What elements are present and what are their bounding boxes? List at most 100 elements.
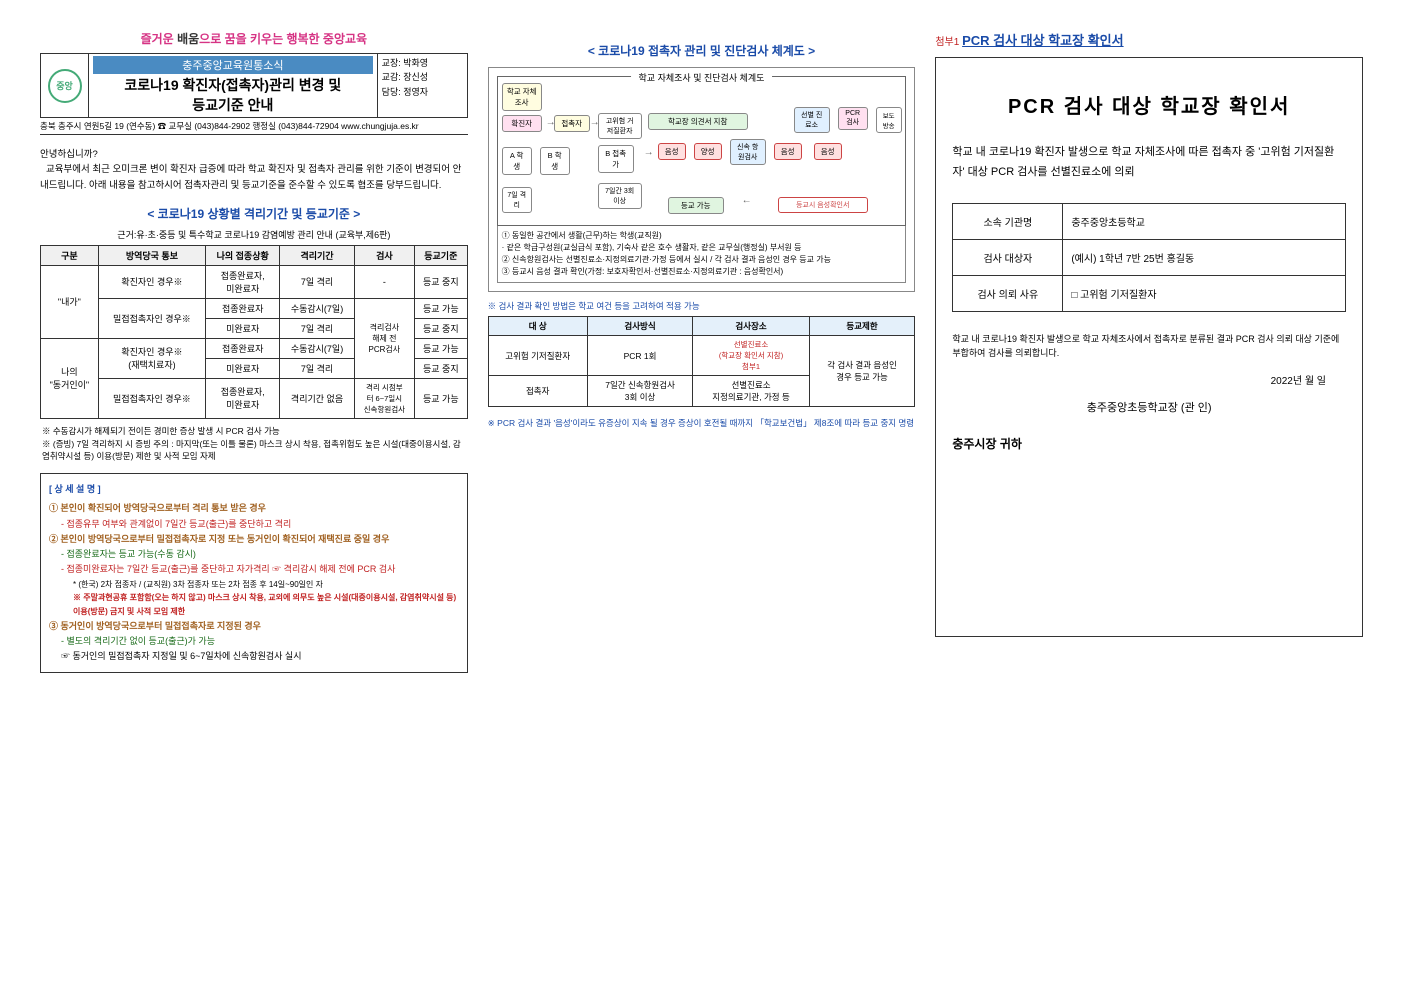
table-row: 밀접접촉자인 경우※ 접종완료자 수동감시(7일) 격리검사 해제 전 PCR검… (41, 298, 468, 318)
table-row: 고위험 기저질환자 PCR 1회 선별진료소 (학교장 확인서 지참) 첨부1 … (488, 336, 915, 376)
staff-2: 교감: 장신성 (382, 70, 463, 84)
note-2: ※ (증빙) 7일 격리하지 시 증빙 주의 : 마지막(또는 이틀 물론) 마… (42, 438, 466, 464)
form-date: 2022년 월 일 (952, 372, 1346, 387)
th: 대 상 (488, 317, 587, 336)
diagram-title: 학교 자체조사 및 진단검사 체계도 (631, 71, 773, 84)
cell: 수동감시(7일) (280, 338, 354, 358)
table-row: 밀접접촉자인 경우※ 접종완료자, 미완료자 격리기간 없음 격리 시점부 터 … (41, 378, 468, 418)
form-value: (예시) 1학년 7반 25번 홍길동 (1063, 239, 1346, 275)
form-box: PCR 검사 대상 학교장 확인서 학교 내 코로나19 확진자 발생으로 학교… (935, 57, 1363, 637)
form-label: 소속 기관명 (953, 203, 1063, 239)
form-label: 검사 의뢰 사유 (953, 275, 1063, 311)
cell: 접종완료자, 미완료자 (206, 378, 280, 418)
dn4: ③ 등교시 음성 결과 확인(가정: 보호자확인서·선별진료소·지정의료기관 :… (502, 266, 902, 278)
detail-box: [ 상 세 설 명 ] ① 본인이 확진되어 방역당국으로부터 격리 통보 받은… (40, 473, 468, 673)
test-table: 대 상 검사방식 검사장소 등교제한 고위험 기저질환자 PCR 1회 선별진료… (488, 316, 916, 407)
node: 등교시 음성확인서 (778, 197, 868, 213)
cell: 격리검사 해제 전 PCR검사 (354, 298, 414, 378)
node: B 접촉가 (598, 145, 634, 173)
cell: - (354, 265, 414, 298)
slogan: 즐거운 배움으로 꿈을 키우는 행복한 중앙교육 (40, 30, 468, 47)
cell: 등교 가능 (414, 338, 467, 358)
cell: 접종완료자 (206, 298, 280, 318)
d3-2: ☞ 동거인의 밀접접촉자 지정일 및 6~7일차에 신속항원검사 실시 (49, 649, 459, 664)
cell: 등교 중지 (414, 265, 467, 298)
table-row: 검사 의뢰 사유 □ 고위험 기저질환자 (953, 275, 1346, 311)
cell: 선별진료소 (학교장 확인서 지참) 첨부1 (693, 336, 809, 376)
diagram-notes: ① 동일한 공간에서 생활(근무)하는 학생(교직원) · 같은 학급구성원(교… (497, 226, 907, 283)
section-title-1: < 코로나19 상황별 격리기간 및 등교기준 > (40, 205, 468, 222)
cell: 등교 가능 (414, 298, 467, 318)
th: 검사장소 (693, 317, 809, 336)
cell: 확진자인 경우※ (98, 265, 205, 298)
node: 양성 (694, 143, 722, 160)
arrow-icon: → (546, 117, 556, 128)
attach-label: 첨부1 (935, 37, 959, 48)
header-box: 중앙 충주중앙교육원통소식 코로나19 확진자(접촉자)관리 변경 및등교기준 … (40, 53, 468, 118)
node: 신속 항원검사 (730, 139, 766, 165)
th: 구분 (41, 245, 99, 265)
form-label: 검사 대상자 (953, 239, 1063, 275)
cell: 미완료자 (206, 318, 280, 338)
dn2: · 같은 학급구성원(교실급식 포함), 기숙사 같은 호수 생활자, 같은 교… (502, 242, 902, 254)
detail-title: [ 상 세 설 명 ] (49, 482, 459, 497)
form-recipient: 충주시장 귀하 (952, 435, 1346, 452)
cell: 접촉자 (488, 376, 587, 407)
node: PCR 검사 (838, 107, 868, 130)
dn1: ① 동일한 공간에서 생활(근무)하는 학생(교직원) (502, 230, 902, 242)
dn3: ② 신속항원검사는 선별진료소·지정의료기관·가정 등에서 실시 / 각 검사 … (502, 254, 902, 266)
d1: ① 본인이 확진되어 방역당국으로부터 격리 통보 받은 경우 (49, 501, 459, 516)
cell: 등교 가능 (414, 378, 467, 418)
page-1: 즐거운 배움으로 꿈을 키우는 행복한 중앙교육 중앙 충주중앙교육원통소식 코… (40, 30, 468, 962)
d2-2: - 접종미완료자는 7일간 등교(출근)를 중단하고 자가격리 ☞ 격리감시 해… (49, 562, 459, 577)
table-header-row: 구분 방역당국 통보 나의 접종상황 격리기간 검사 등교기준 (41, 245, 468, 265)
cell: 등교 중지 (414, 318, 467, 338)
cell: 수동감시(7일) (280, 298, 354, 318)
logo-cell: 중앙 (41, 54, 89, 117)
arrow-icon: → (590, 117, 600, 128)
d2-3: * (한국) 2차 접종자 / (교직원) 3차 접종자 또는 2차 접종 후 … (49, 578, 459, 592)
criteria-table: 구분 방역당국 통보 나의 접종상황 격리기간 검사 등교기준 "내가" 확진자… (40, 245, 468, 419)
table-header-row: 대 상 검사방식 검사장소 등교제한 (488, 317, 915, 336)
node: 보도 방송 (876, 107, 902, 133)
cell: 고위험 기저질환자 (488, 336, 587, 376)
header-banner: 충주중앙교육원통소식 (93, 56, 373, 74)
cell: 각 검사 결과 음성인 경우 등교 가능 (809, 336, 915, 407)
cell: 7일간 신속항원검사 3회 이상 (587, 376, 693, 407)
node: 음성 (658, 143, 686, 160)
th: 나의 접종상황 (206, 245, 280, 265)
pcr-footnote: ※ PCR 검사 결과 '음성'이라도 유증상이 지속 될 경우 증상이 호전될… (488, 417, 916, 430)
table-notes: ※ 수동감시가 해제되기 전이든 경미한 증상 발생 시 PCR 검사 가능 ※… (40, 425, 468, 463)
node: 등교 가능 (668, 197, 724, 214)
title-cell: 충주중앙교육원통소식 코로나19 확진자(접촉자)관리 변경 및등교기준 안내 (89, 54, 377, 117)
diagram-box: 학교 자체조사 및 진단검사 체계도 학교 자체조사 확진자 A 학생 B 학생… (488, 67, 916, 292)
d3: ③ 동거인이 방역당국으로부터 밀접접촉자로 지정된 경우 (49, 619, 459, 634)
node: 학교 자체조사 (502, 83, 542, 111)
d2-1: - 접종완료자는 등교 가능(수동 감시) (49, 547, 459, 562)
node: B 학생 (540, 147, 570, 175)
table-row: "내가" 확진자인 경우※ 접종완료자, 미완료자 7일 격리 - 등교 중지 (41, 265, 468, 298)
cell: 나의 "동거인이" (41, 338, 99, 418)
node: 음성 (814, 143, 842, 160)
node: A 학생 (502, 147, 532, 175)
cell: 선별진료소 지정의료기관, 가정 등 (693, 376, 809, 407)
node: 7일간 3회 이상 (598, 183, 642, 209)
form-intro: 학교 내 코로나19 확진자 발생으로 학교 자체조사에 따른 접촉자 중 '고… (952, 143, 1346, 183)
cell: 접종완료자, 미완료자 (206, 265, 280, 298)
greeting: 안녕하십니까? (40, 147, 468, 162)
node: 선별 진료소 (794, 107, 830, 133)
cell: 격리 시점부 터 6~7일시 신속항원검사 (354, 378, 414, 418)
staff-3: 담당: 정영자 (382, 85, 463, 99)
arrow-icon: ← (742, 195, 752, 206)
node: 7일 격리 (502, 187, 532, 213)
th: 격리기간 (280, 245, 354, 265)
form-signature: 충주중앙초등학교장 (관 인) (952, 399, 1346, 415)
page-3: 첨부1 PCR 검사 대상 학교장 확인서 PCR 검사 대상 학교장 확인서 … (935, 30, 1363, 962)
cell: 7일 격리 (280, 265, 354, 298)
cell: 등교 중지 (414, 358, 467, 378)
node: 접촉자 (554, 115, 590, 132)
form-value: □ 고위험 기저질환자 (1063, 275, 1346, 311)
school-logo-icon: 중앙 (48, 69, 82, 103)
cell: 접종완료자 (206, 338, 280, 358)
th: 등교제한 (809, 317, 915, 336)
